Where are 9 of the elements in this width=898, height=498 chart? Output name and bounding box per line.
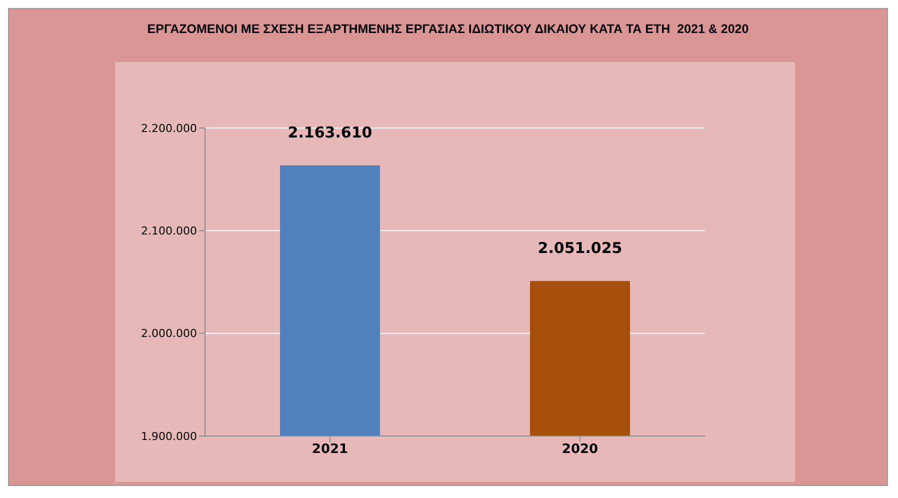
chart-title: ΕΡΓΑΖΟΜΕΝΟΙ ΜΕ ΣΧΕΣΗ ΕΞΑΡΤΗΜΕΝΗΣ ΕΡΓΑΣΙΑΣ ΙΔΙΩΤΙΚΟΥ ΔΙΚΑΙΟΥ ΚΑΤΑ ΤΑ ΕΤΗ 2021 & 2020 (146, 22, 750, 36)
y-tick-label: 2.000.000 (141, 327, 197, 340)
x-tick-label: 2020 (562, 442, 598, 458)
data-label: 2.163.610 (288, 123, 372, 142)
y-tick-label: 2.200.000 (141, 122, 197, 135)
data-label: 2.051.025 (538, 238, 622, 257)
x-tick-label: 2021 (312, 442, 348, 458)
y-tick-label: 1.900.000 (141, 430, 197, 443)
y-tick-label: 2.100.000 (141, 224, 197, 238)
